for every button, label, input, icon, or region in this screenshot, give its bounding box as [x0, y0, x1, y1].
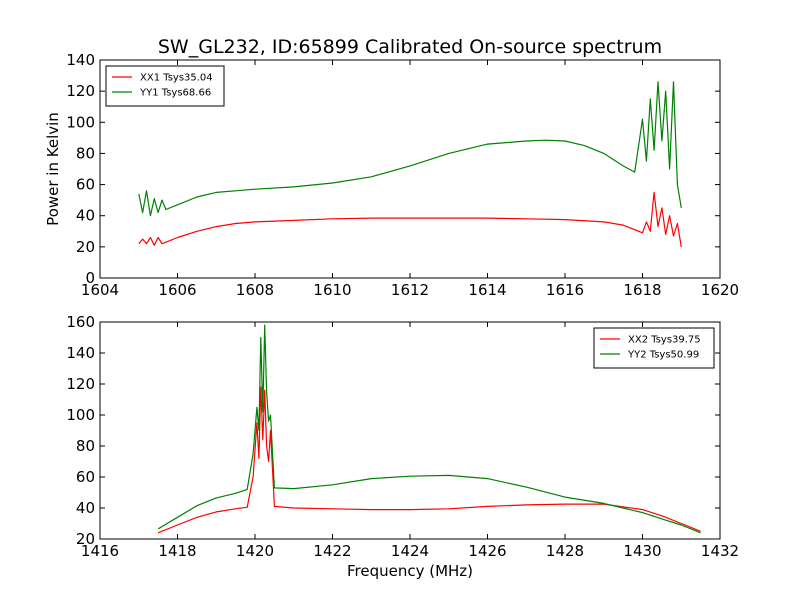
y-tick-label: 40	[76, 207, 95, 225]
x-tick-label: 1432	[701, 542, 739, 560]
bottom-panel: 1416 1418 1420 1422 1424 1426 1428 1430 1432 20 40…	[66, 313, 739, 580]
y-tick-label: 120	[66, 375, 95, 393]
y-tick-label: 100	[66, 406, 95, 424]
y-tick-label: 140	[66, 51, 95, 69]
y-tick-label: 20	[76, 238, 95, 256]
legend-box	[593, 327, 715, 369]
x-tick-label: 1604	[81, 281, 119, 299]
y-tick-label: 20	[76, 530, 95, 548]
x-tick-label: 1608	[236, 281, 274, 299]
x-tick-label: 1428	[546, 542, 584, 560]
legend-box	[105, 65, 225, 107]
legend-label: YY2 Tsys50.99	[627, 350, 699, 361]
y-axis-label: Power in Kelvin	[44, 112, 62, 226]
x-tick-label: 1420	[236, 542, 274, 560]
x-tick-label: 1416	[81, 542, 119, 560]
series-line-xx	[138, 191, 682, 247]
top-panel: 1604 1606 1608 1610 1612 1614 1616 1618 1620 0 20 4…	[44, 51, 739, 299]
x-tick-label: 1424	[391, 542, 429, 560]
y-tick-label: 140	[66, 344, 95, 362]
x-tick-label: 1620	[701, 281, 739, 299]
y-tick-label: 100	[66, 113, 95, 131]
legend-label: XX2 Tsys39.75	[628, 335, 701, 346]
x-tick-label: 1422	[313, 542, 351, 560]
x-tick-label: 1606	[158, 281, 196, 299]
x-tick-label: 1618	[623, 281, 661, 299]
y-tick-label: 120	[66, 82, 95, 100]
x-tick-label: 1418	[158, 542, 196, 560]
x-tick-label: 1612	[391, 281, 429, 299]
legend-label: YY1 Tsys68.66	[139, 88, 211, 99]
x-tick-label: 1426	[468, 542, 506, 560]
x-tick-label: 1616	[546, 281, 584, 299]
y-tick-label: 80	[76, 437, 95, 455]
series-line-yy	[138, 81, 682, 217]
y-tick-label: 0	[85, 269, 95, 287]
legend: XX1 Tsys35.04 YY1 Tsys68.66	[105, 65, 225, 107]
y-tick-label: 80	[76, 144, 95, 162]
legend: XX2 Tsys39.75 YY2 Tsys50.99	[593, 327, 715, 369]
y-tick-label: 60	[76, 468, 95, 486]
series-line-xx	[157, 386, 701, 534]
figure-title: SW_GL232, ID:65899 Calibrated On-source …	[158, 36, 662, 58]
series-line-yy	[157, 324, 701, 534]
y-tick-label: 160	[66, 313, 95, 331]
x-tick-label: 1610	[313, 281, 351, 299]
y-tick-label: 60	[76, 176, 95, 194]
x-axis-label: Frequency (MHz)	[347, 562, 473, 580]
legend-label: XX1 Tsys35.04	[140, 73, 213, 84]
x-tick-label: 1614	[468, 281, 506, 299]
y-tick-label: 40	[76, 499, 95, 517]
x-tick-label: 1430	[623, 542, 661, 560]
